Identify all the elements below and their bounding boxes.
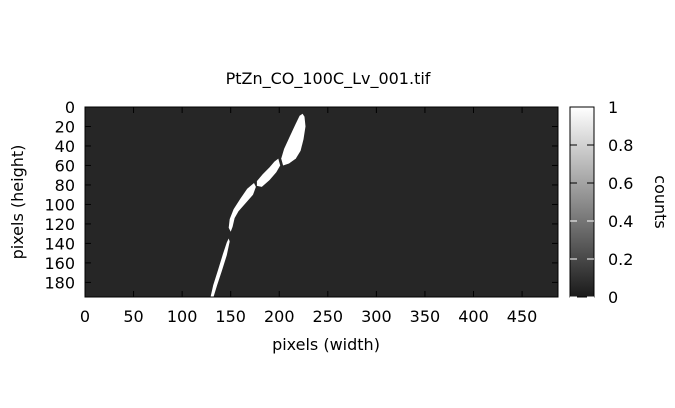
streak-bottom: [210, 238, 230, 297]
streak-top: [281, 113, 306, 166]
colorbar-tick-label: 0.8: [608, 136, 633, 155]
y-tick-label: 20: [55, 117, 75, 136]
y-tick-label: 60: [55, 156, 75, 175]
streak-lower: [228, 183, 256, 232]
chart-title: PtZn_CO_100C_Lv_001.tif: [226, 69, 431, 89]
plot-frame: [84, 106, 559, 298]
y-tick-label: 140: [44, 234, 75, 253]
y-tick-label: 0: [65, 98, 75, 117]
y-tick-label: 160: [44, 254, 75, 273]
y-tick-label: 180: [44, 273, 75, 292]
x-axis-label: pixels (width): [272, 335, 380, 354]
colorbar-ticks: 1 0.8 0.6 0.4 0.2 0: [570, 98, 633, 307]
y-axis-label: pixels (height): [8, 145, 27, 260]
x-tick-label: 0: [80, 307, 90, 326]
x-tick-label: 350: [410, 307, 441, 326]
streak-middle: [256, 158, 281, 187]
y-tick-label: 80: [55, 176, 75, 195]
colorbar-tick-label: 0.2: [608, 250, 633, 269]
colorbar-tick-label: 0.6: [608, 174, 633, 193]
y-tick-label: 100: [44, 195, 75, 214]
x-tick-label: 300: [361, 307, 392, 326]
colorbar-tick-label: 0.4: [608, 212, 633, 231]
x-tick-label: 400: [458, 307, 489, 326]
x-tick-label: 200: [264, 307, 295, 326]
y-tick-label: 40: [55, 137, 75, 156]
x-tick-label: 100: [167, 307, 198, 326]
x-tick-label: 150: [215, 307, 246, 326]
heatmap-features: [210, 113, 306, 297]
y-tick-label: 120: [44, 215, 75, 234]
colorbar-label: counts: [651, 175, 670, 228]
colorbar: [569, 106, 595, 298]
colorbar-tick-label: 1: [608, 98, 618, 117]
x-tick-label: 450: [507, 307, 538, 326]
heatmap-background: [85, 107, 558, 297]
x-tick-label: 250: [313, 307, 344, 326]
x-axis-ticks: 0 50 100 150 200 250 300 350 400 450: [80, 107, 537, 326]
x-tick-label: 50: [123, 307, 143, 326]
colorbar-tick-label: 0: [608, 288, 618, 307]
